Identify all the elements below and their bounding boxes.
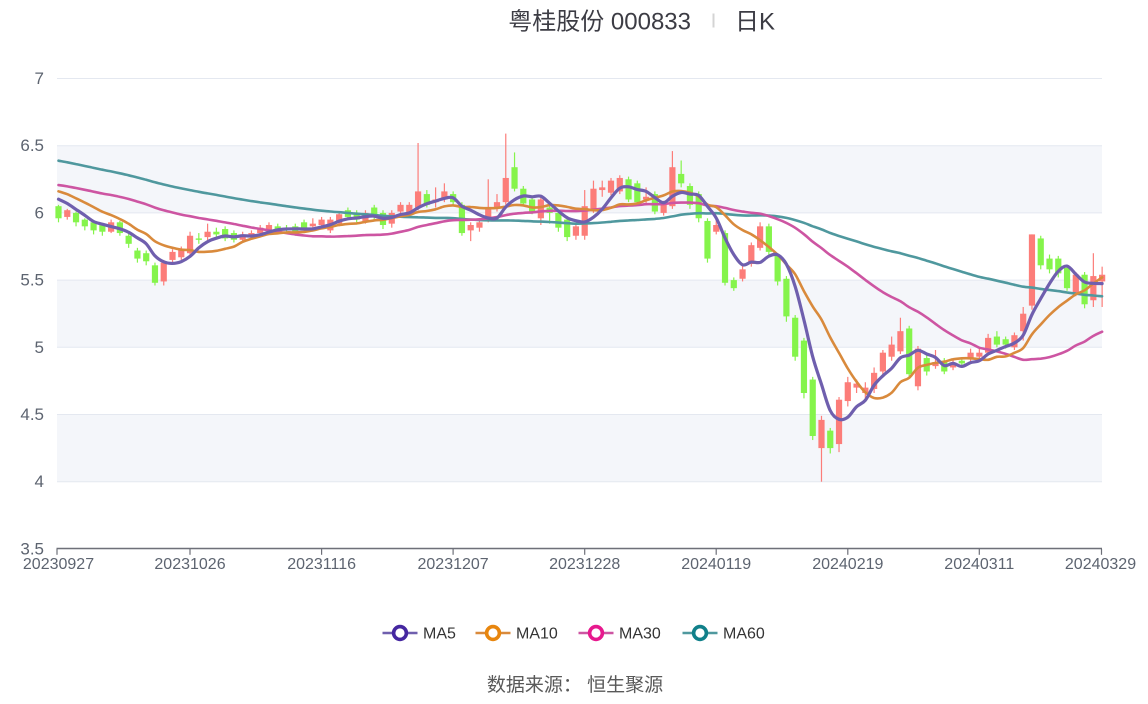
svg-text:20231207: 20231207 [418, 556, 489, 573]
svg-text:4.5: 4.5 [20, 405, 44, 424]
svg-text:20240219: 20240219 [812, 556, 883, 573]
svg-text:6.5: 6.5 [20, 136, 44, 155]
svg-text:MA10: MA10 [516, 626, 558, 643]
svg-text:MA30: MA30 [619, 626, 661, 643]
svg-text:20240329: 20240329 [1065, 556, 1136, 573]
svg-text:3.5: 3.5 [20, 539, 44, 558]
svg-text:20240119: 20240119 [681, 556, 751, 573]
svg-text:7: 7 [35, 69, 44, 88]
svg-text:20231228: 20231228 [549, 556, 620, 573]
svg-text:20231026: 20231026 [154, 556, 225, 573]
svg-text:4: 4 [35, 472, 44, 491]
svg-text:6: 6 [35, 203, 44, 222]
svg-text:数据来源： 恒生聚源: 数据来源： 恒生聚源 [487, 674, 663, 696]
svg-text:5: 5 [35, 338, 44, 357]
svg-text:MA60: MA60 [723, 626, 765, 643]
svg-text:5.5: 5.5 [20, 271, 44, 290]
svg-text:日K: 日K [735, 9, 775, 36]
svg-text:20231116: 20231116 [287, 556, 356, 573]
svg-text:MA5: MA5 [423, 626, 456, 643]
svg-text:20230927: 20230927 [23, 556, 94, 573]
svg-text:20240311: 20240311 [944, 556, 1014, 573]
svg-text:粤桂股份 000833: 粤桂股份 000833 [508, 9, 691, 36]
